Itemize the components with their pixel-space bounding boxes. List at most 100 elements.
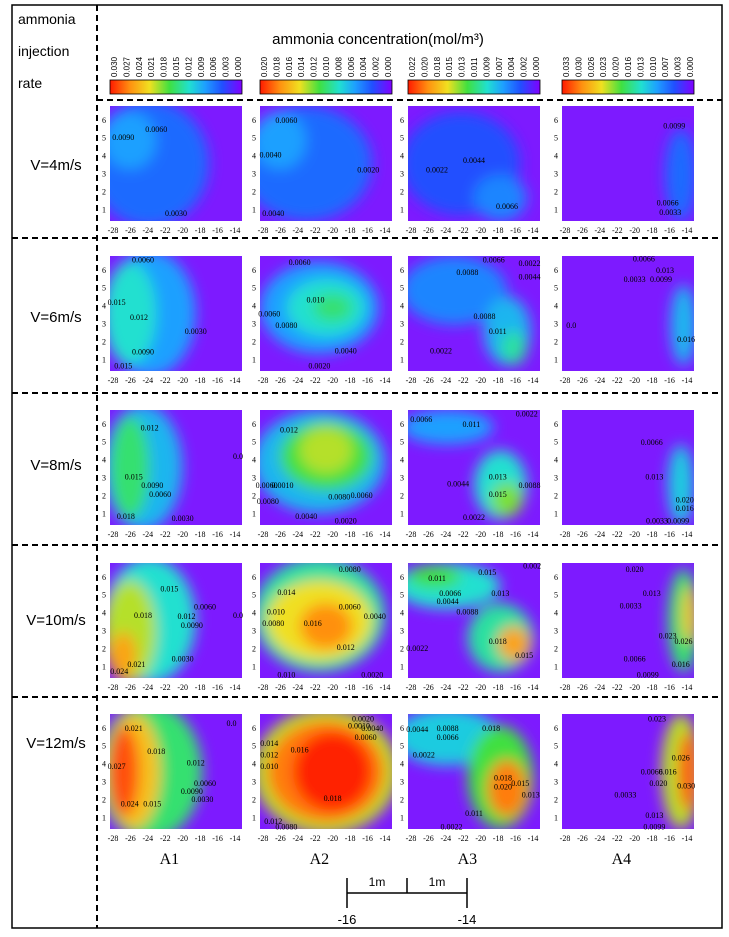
x-tick-label: -18 <box>345 834 356 843</box>
x-tick-label: -26 <box>275 834 286 843</box>
colorbar-tick-label: 0.010 <box>322 56 331 77</box>
y-tick-label: 2 <box>400 188 404 197</box>
contour-field <box>408 106 540 221</box>
x-tick-label: -26 <box>423 834 434 843</box>
y-tick-label: 6 <box>252 573 256 582</box>
colorbar-tick-label: 0.018 <box>433 56 442 77</box>
x-tick-label: -14 <box>230 376 241 385</box>
contour-label: 0.021 <box>125 724 143 733</box>
concentration-region <box>110 725 140 818</box>
contour-label: 0.0090 <box>112 133 134 142</box>
contour-label: 0.0044 <box>463 156 485 165</box>
y-tick-label: 3 <box>554 778 558 787</box>
row-label: V=10m/s <box>26 612 86 629</box>
colorbar-tick-label: 0.018 <box>272 56 281 77</box>
contour-label: 0.0022 <box>430 346 452 355</box>
x-tick-label: -24 <box>595 834 606 843</box>
contour-label: 0.0066 <box>633 254 655 263</box>
contour-label: 0.0088 <box>456 268 478 277</box>
x-tick-label: -14 <box>380 530 391 539</box>
y-tick-label: 5 <box>554 742 558 751</box>
x-tick-label: -16 <box>664 226 675 235</box>
x-tick-label: -16 <box>362 376 373 385</box>
contour-label: 0.0040 <box>260 150 282 159</box>
contour-panel: 0.0066 0.0022 0.0088 0.0044 0.0088 0.011 0.002… <box>400 255 540 385</box>
x-tick-label: -28 <box>258 834 269 843</box>
contour-label: 0.0060 <box>351 491 373 500</box>
contour-panel: 0.0022 0.0066 0.011 0.013 0.0044 0.0088 0.015 0… <box>400 409 540 539</box>
x-tick-label: -18 <box>647 376 658 385</box>
y-tick-label: 2 <box>554 492 558 501</box>
contour-label: 0.0090 <box>181 621 203 630</box>
x-tick-label: -22 <box>612 683 623 692</box>
x-tick-label: -20 <box>327 530 338 539</box>
contour-field <box>260 106 392 221</box>
field-blobs <box>408 563 534 673</box>
x-tick-label: -18 <box>345 530 356 539</box>
contour-label: 0.0066 <box>641 768 663 777</box>
x-tick-label: -22 <box>310 530 321 539</box>
column-label: A2 <box>310 851 330 868</box>
colorbar-tick-label: 0.016 <box>285 56 294 77</box>
colorbar-tick-label: 0.007 <box>661 56 670 77</box>
y-tick-label: 1 <box>252 206 256 215</box>
concentration-region <box>408 256 507 325</box>
x-tick-label: -22 <box>458 376 469 385</box>
contour-label: 0.0010 <box>348 722 370 731</box>
contour-label: 0.0022 <box>441 823 463 832</box>
contour-label: 0.018 <box>147 747 165 756</box>
x-tick-label: -20 <box>629 376 640 385</box>
field-blobs <box>408 410 527 520</box>
colorbar-tick-label: 0.026 <box>587 56 596 77</box>
column-label: A1 <box>160 851 180 868</box>
contour-label: 0.013 <box>645 811 663 820</box>
y-tick-label: 6 <box>554 573 558 582</box>
contour-label: 0.0022 <box>463 513 485 522</box>
y-tick-label: 2 <box>102 796 106 805</box>
x-tick-label: -28 <box>560 530 571 539</box>
colorbar-tick-label: 0.009 <box>482 56 491 77</box>
contour-label: 0.018 <box>134 611 152 620</box>
contour-label: 0.0020 <box>352 715 374 724</box>
contour-label: 0.016 <box>291 746 309 755</box>
y-tick-label: 4 <box>252 152 256 161</box>
concentration-region <box>500 330 527 366</box>
contour-label: 0.0033 <box>624 275 646 284</box>
x-tick-label: -22 <box>160 834 171 843</box>
x-tick-label: -26 <box>275 226 286 235</box>
contour-field <box>562 714 694 829</box>
y-tick-label: 1 <box>554 663 558 672</box>
field-blobs <box>667 444 694 525</box>
y-tick-label: 1 <box>554 206 558 215</box>
contour-label: 0.015 <box>478 568 496 577</box>
colorbar-tick-label: 0.004 <box>359 56 368 77</box>
x-tick-label: -20 <box>629 226 640 235</box>
x-tick-label: -14 <box>230 226 241 235</box>
y-tick-label: 6 <box>400 724 404 733</box>
x-tick-label: -16 <box>664 834 675 843</box>
x-tick-label: -24 <box>143 530 154 539</box>
y-tick-label: 5 <box>252 284 256 293</box>
y-tick-label: 2 <box>252 492 256 501</box>
x-tick-label: -28 <box>108 226 119 235</box>
colorbar-tick-label: 0.014 <box>297 56 306 77</box>
y-tick-label: 1 <box>102 814 106 823</box>
contour-label: 0.0080 <box>262 619 284 628</box>
y-tick-label: 6 <box>102 116 106 125</box>
contour-label: 0.016 <box>672 660 690 669</box>
contour-field <box>562 256 694 371</box>
contour-label: 0.0066 <box>641 438 663 447</box>
y-tick-label: 4 <box>252 609 256 618</box>
x-tick-label: -20 <box>475 226 486 235</box>
field-blobs <box>408 714 534 829</box>
contour-label: 0.0040 <box>361 724 383 733</box>
contour-label: 0.0066 <box>496 202 518 211</box>
contour-label: 0.0030 <box>165 209 187 218</box>
contour-label: 0.0044 <box>447 480 469 489</box>
x-tick-label: -26 <box>577 683 588 692</box>
x-tick-label: -22 <box>160 376 171 385</box>
contour-label: 0.015 <box>160 584 178 593</box>
x-tick-label: -20 <box>327 226 338 235</box>
